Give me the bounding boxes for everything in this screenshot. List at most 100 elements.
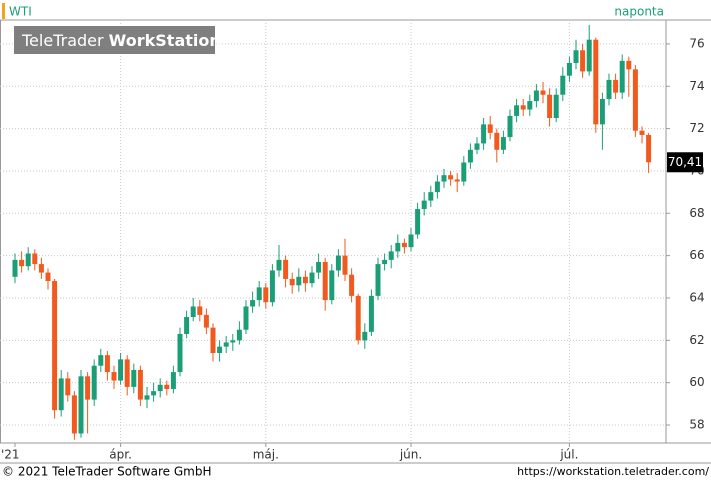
url: https://workstation.teletrader.com/ xyxy=(517,465,709,478)
candle-body xyxy=(599,98,605,125)
candle-body xyxy=(91,365,97,400)
copyright: © 2021 TeleTrader Software GmbH xyxy=(2,465,212,479)
logo-brand: TeleTrader xyxy=(21,31,104,50)
candle-body xyxy=(170,372,176,390)
candle-body xyxy=(632,69,638,131)
candle-body xyxy=(85,376,91,400)
y-tick-label: 68 xyxy=(689,206,704,220)
candle-body xyxy=(573,50,579,63)
candle-body xyxy=(210,327,216,354)
candle-body xyxy=(560,75,566,95)
candle-body xyxy=(349,274,355,296)
candle-body xyxy=(415,209,421,235)
candle-body xyxy=(375,264,381,296)
candle-body xyxy=(362,331,368,341)
candle-body xyxy=(434,181,440,193)
y-tick-label: 74 xyxy=(689,79,704,93)
candle-body xyxy=(593,39,599,125)
y-tick-label: 66 xyxy=(689,248,704,262)
logo: TeleTrader WorkStation xyxy=(21,31,221,50)
candle-body xyxy=(157,384,163,392)
candle-body xyxy=(197,306,203,315)
candle-body xyxy=(441,175,447,182)
candle-body xyxy=(613,79,619,93)
logo-product: WorkStation xyxy=(109,31,221,50)
candle-body xyxy=(500,137,506,150)
candle-body xyxy=(144,395,150,400)
last-price-box xyxy=(667,152,703,173)
candle-body xyxy=(236,329,242,341)
x-tick-label: '21 xyxy=(1,448,20,462)
y-tick-label: 58 xyxy=(689,418,704,432)
y-tick-label: 72 xyxy=(689,121,704,135)
candle-body xyxy=(78,376,84,434)
candle-body xyxy=(467,149,473,163)
candle-body xyxy=(355,295,361,341)
candle-body xyxy=(454,179,460,182)
candle-body xyxy=(342,255,348,275)
candle-body xyxy=(71,395,77,434)
last-price-label: 70,41 xyxy=(668,155,702,169)
candle-body xyxy=(58,378,64,411)
candle-body xyxy=(533,90,539,102)
candle-body xyxy=(276,259,282,271)
candle-body xyxy=(25,253,31,267)
candle-body xyxy=(296,276,302,286)
candle-body xyxy=(137,369,143,400)
candle-body xyxy=(368,295,374,332)
candle-body xyxy=(164,384,170,390)
candle-body xyxy=(335,255,341,271)
candle-body xyxy=(626,60,632,70)
x-tick-label: máj. xyxy=(253,448,279,462)
candle-body xyxy=(514,105,520,116)
candle-body xyxy=(646,134,652,163)
candle-body xyxy=(223,342,229,347)
candle-body xyxy=(104,355,110,373)
candle-body xyxy=(639,130,645,135)
candle-body xyxy=(401,242,407,248)
candle-body xyxy=(586,39,592,72)
candle-body xyxy=(98,355,104,366)
candle-body xyxy=(487,124,493,133)
candles xyxy=(12,24,652,440)
candle-body xyxy=(250,300,256,307)
candle-body xyxy=(283,259,289,279)
candle-body xyxy=(322,261,328,301)
candle-body xyxy=(316,261,322,273)
candle-body xyxy=(302,276,308,284)
candle-body xyxy=(243,306,249,330)
candle-body xyxy=(553,94,559,119)
candle-body xyxy=(184,317,190,334)
y-tick-label: 62 xyxy=(689,333,704,347)
candle-body xyxy=(461,162,467,182)
candle-body xyxy=(474,143,480,150)
candle-body xyxy=(177,333,183,373)
candle-body xyxy=(52,281,58,411)
candle-body xyxy=(12,259,18,277)
candle-body xyxy=(19,259,25,267)
y-tick-label: 60 xyxy=(689,375,704,389)
candle-body xyxy=(540,90,546,95)
y-tick-label: 76 xyxy=(689,36,704,50)
candle-body xyxy=(382,259,388,265)
candle-body xyxy=(494,132,500,150)
x-tick-label: jún. xyxy=(399,448,422,462)
logo-box xyxy=(14,26,215,54)
candle-body xyxy=(190,306,196,318)
candle-body xyxy=(217,346,223,354)
candle-body xyxy=(203,314,209,328)
series-marker xyxy=(2,3,5,19)
frequency: naponta xyxy=(614,5,664,19)
y-tick-label: 64 xyxy=(689,290,704,304)
candle-body xyxy=(256,287,262,301)
candle-body xyxy=(619,60,625,93)
candle-body xyxy=(507,115,513,138)
x-tick-label: júl. xyxy=(559,448,578,462)
candle-body xyxy=(124,359,130,387)
candle-body xyxy=(448,175,454,180)
candle-body xyxy=(481,124,487,144)
candle-body xyxy=(131,369,137,387)
chart-title: WTI xyxy=(9,5,32,19)
candle-body xyxy=(329,270,335,301)
